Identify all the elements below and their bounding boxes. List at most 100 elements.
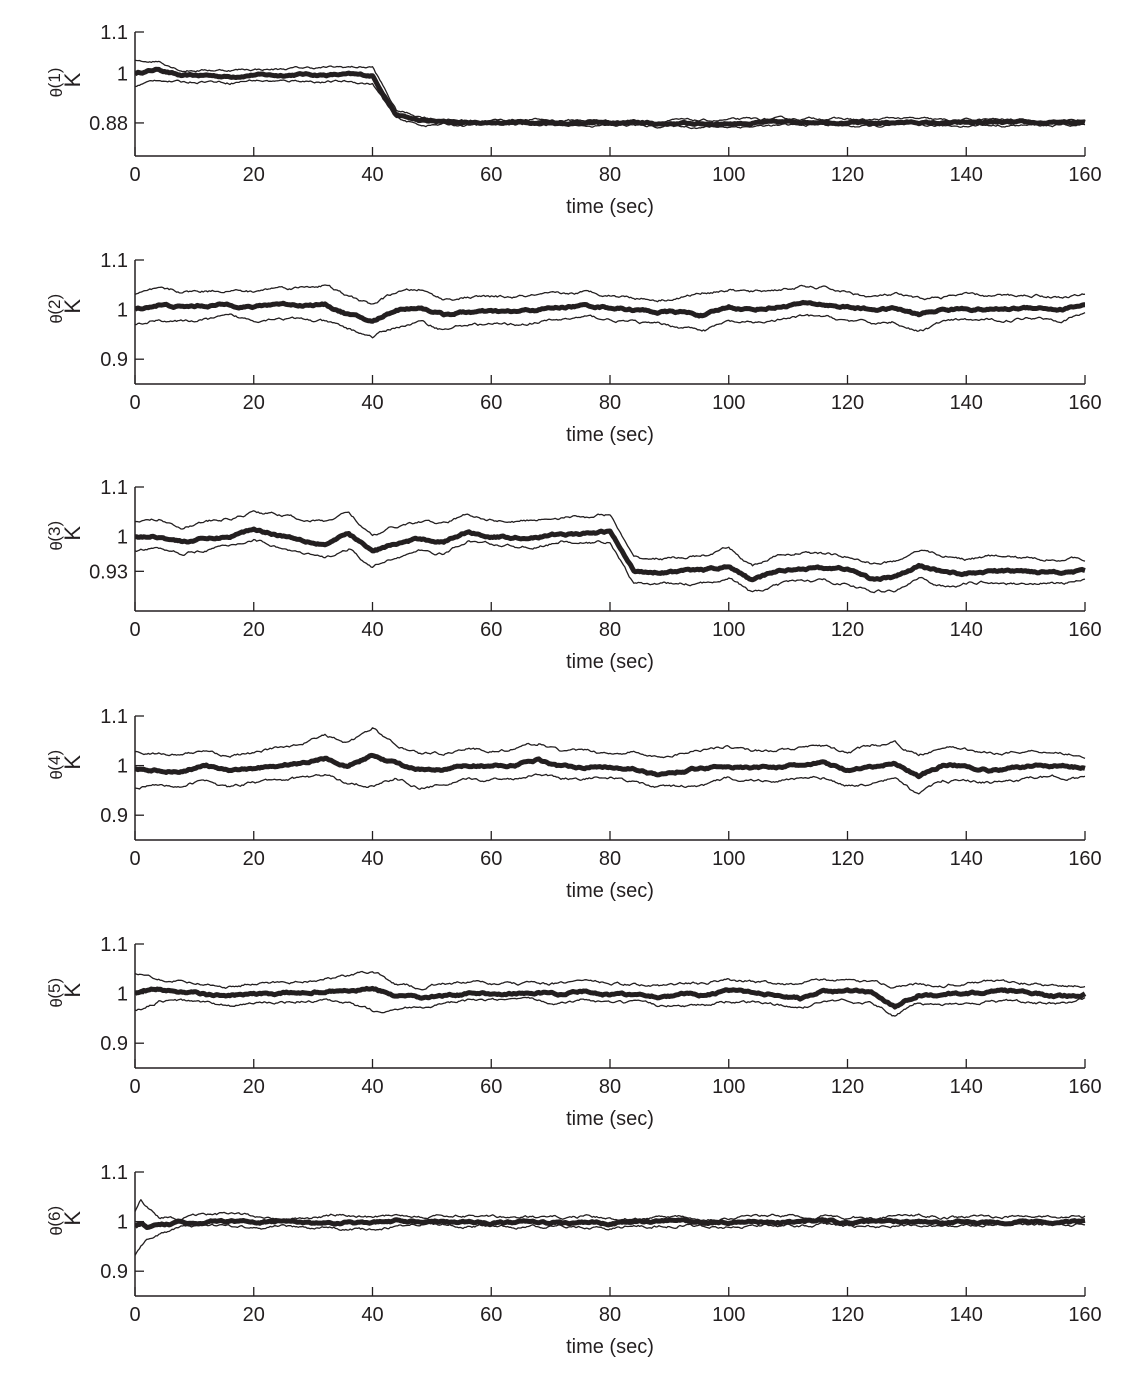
subscript-k: K	[60, 983, 85, 998]
x-tick-label: 120	[831, 164, 864, 186]
subscript-k: K	[60, 526, 85, 541]
superscript-index: (5)	[45, 978, 64, 999]
x-tick-label: 0	[129, 1076, 140, 1098]
superscript-index: (3)	[45, 521, 64, 542]
subplot-2: 0.9 1 1.1 0 20 40 60 80 100 120 140 160 time (sec) θK…	[45, 250, 1102, 446]
y-tick-label: 1.1	[100, 934, 128, 956]
x-tick-label: 80	[599, 619, 621, 641]
superscript-index: (1)	[45, 68, 64, 89]
x-tick-label: 20	[243, 619, 265, 641]
x-tick-label: 100	[712, 1076, 745, 1098]
x-tick-label: 140	[950, 619, 983, 641]
series-group	[135, 727, 1086, 795]
y-tick-label: 0.9	[100, 805, 128, 827]
subplot-5: 0.9 1 1.1 0 20 40 60 80 100 120 140 160 time (sec) θK…	[45, 934, 1102, 1130]
lower-bound-line	[135, 79, 1086, 130]
x-tick-label: 20	[243, 1304, 265, 1326]
estimate-line	[135, 985, 1087, 1010]
y-tick-label: 0.9	[100, 1261, 128, 1283]
theta-symbol: θ	[47, 998, 66, 1007]
y-tick-label: 1.1	[100, 1162, 128, 1184]
x-axis-label: time (sec)	[566, 1336, 654, 1358]
x-tick-label: 160	[1068, 619, 1101, 641]
y-tick-label: 1.1	[100, 706, 128, 728]
x-tick-label: 160	[1068, 1076, 1101, 1098]
y-tick-label: 1	[117, 63, 128, 85]
subplot-4: 0.9 1 1.1 0 20 40 60 80 100 120 140 160 time (sec) θK…	[45, 706, 1102, 902]
y-tick-label: 0.93	[89, 561, 128, 583]
x-tick-label: 80	[599, 1304, 621, 1326]
x-tick-label: 60	[480, 1304, 502, 1326]
y-axis-label: θK(1)	[45, 68, 85, 98]
x-tick-label: 120	[831, 1076, 864, 1098]
theta-symbol: θ	[47, 88, 66, 97]
theta-symbol: θ	[47, 541, 66, 550]
series-group	[135, 59, 1086, 130]
x-tick-label: 160	[1068, 164, 1101, 186]
upper-bound-line	[135, 510, 1086, 567]
x-tick-label: 0	[129, 392, 140, 414]
estimate-line	[135, 752, 1086, 780]
subscript-k: K	[60, 72, 85, 87]
x-tick-label: 80	[599, 1076, 621, 1098]
y-tick-label: 1.1	[100, 22, 128, 44]
x-tick-label: 0	[129, 848, 140, 870]
x-tick-label: 160	[1068, 392, 1101, 414]
x-tick-label: 160	[1068, 848, 1101, 870]
subplot-6: 0.9 1 1.1 0 20 40 60 80 100 120 140 160 time (sec) θK…	[45, 1162, 1102, 1358]
lower-bound-line	[135, 1221, 1086, 1256]
upper-bound-line	[135, 284, 1086, 305]
x-tick-label: 80	[599, 164, 621, 186]
estimate-line	[135, 1217, 1086, 1230]
x-tick-label: 80	[599, 848, 621, 870]
x-axis-label: time (sec)	[566, 424, 654, 446]
x-tick-label: 100	[712, 848, 745, 870]
x-tick-label: 40	[361, 392, 383, 414]
x-tick-label: 40	[361, 1076, 383, 1098]
x-tick-label: 120	[831, 619, 864, 641]
y-tick-label: 0.9	[100, 1033, 128, 1055]
upper-bound-line	[135, 1199, 1086, 1222]
series-group	[135, 970, 1087, 1017]
y-tick-label: 1	[117, 527, 128, 549]
x-tick-label: 60	[480, 619, 502, 641]
x-tick-label: 120	[831, 392, 864, 414]
upper-bound-line	[135, 970, 1086, 991]
estimate-line	[135, 526, 1086, 583]
subscript-k: K	[60, 299, 85, 314]
y-tick-label: 0.88	[89, 113, 128, 135]
estimate-line	[135, 299, 1086, 324]
subscript-k: K	[60, 755, 85, 770]
theta-symbol: θ	[47, 314, 66, 323]
x-axis-label: time (sec)	[566, 651, 654, 673]
x-tick-label: 0	[129, 164, 140, 186]
series-group	[135, 510, 1086, 594]
x-tick-label: 140	[950, 164, 983, 186]
lower-bound-line	[135, 312, 1086, 339]
x-tick-label: 20	[243, 848, 265, 870]
x-tick-label: 60	[480, 164, 502, 186]
x-tick-label: 0	[129, 1304, 140, 1326]
x-tick-label: 100	[712, 619, 745, 641]
superscript-index: (6)	[45, 1206, 64, 1227]
x-tick-label: 40	[361, 619, 383, 641]
subplot-1: 0.88 1 1.1 0 20 40 60 80 100 120 140 160 time (sec) θ…	[45, 22, 1102, 218]
x-axis-label: time (sec)	[566, 880, 654, 902]
x-tick-label: 20	[243, 1076, 265, 1098]
x-tick-label: 40	[361, 848, 383, 870]
x-tick-label: 160	[1068, 1304, 1101, 1326]
x-axis-label: time (sec)	[566, 1108, 654, 1130]
x-tick-label: 120	[831, 848, 864, 870]
x-tick-label: 140	[950, 1304, 983, 1326]
x-tick-label: 100	[712, 392, 745, 414]
x-tick-label: 40	[361, 164, 383, 186]
x-tick-label: 140	[950, 392, 983, 414]
y-tick-label: 1.1	[100, 250, 128, 272]
upper-bound-line	[135, 59, 1086, 124]
subplot-3: 0.93 1 1.1 0 20 40 60 80 100 120 140 160 time (sec) θ…	[45, 477, 1102, 673]
series-group	[135, 1199, 1086, 1256]
y-tick-label: 1	[117, 300, 128, 322]
x-tick-label: 0	[129, 619, 140, 641]
